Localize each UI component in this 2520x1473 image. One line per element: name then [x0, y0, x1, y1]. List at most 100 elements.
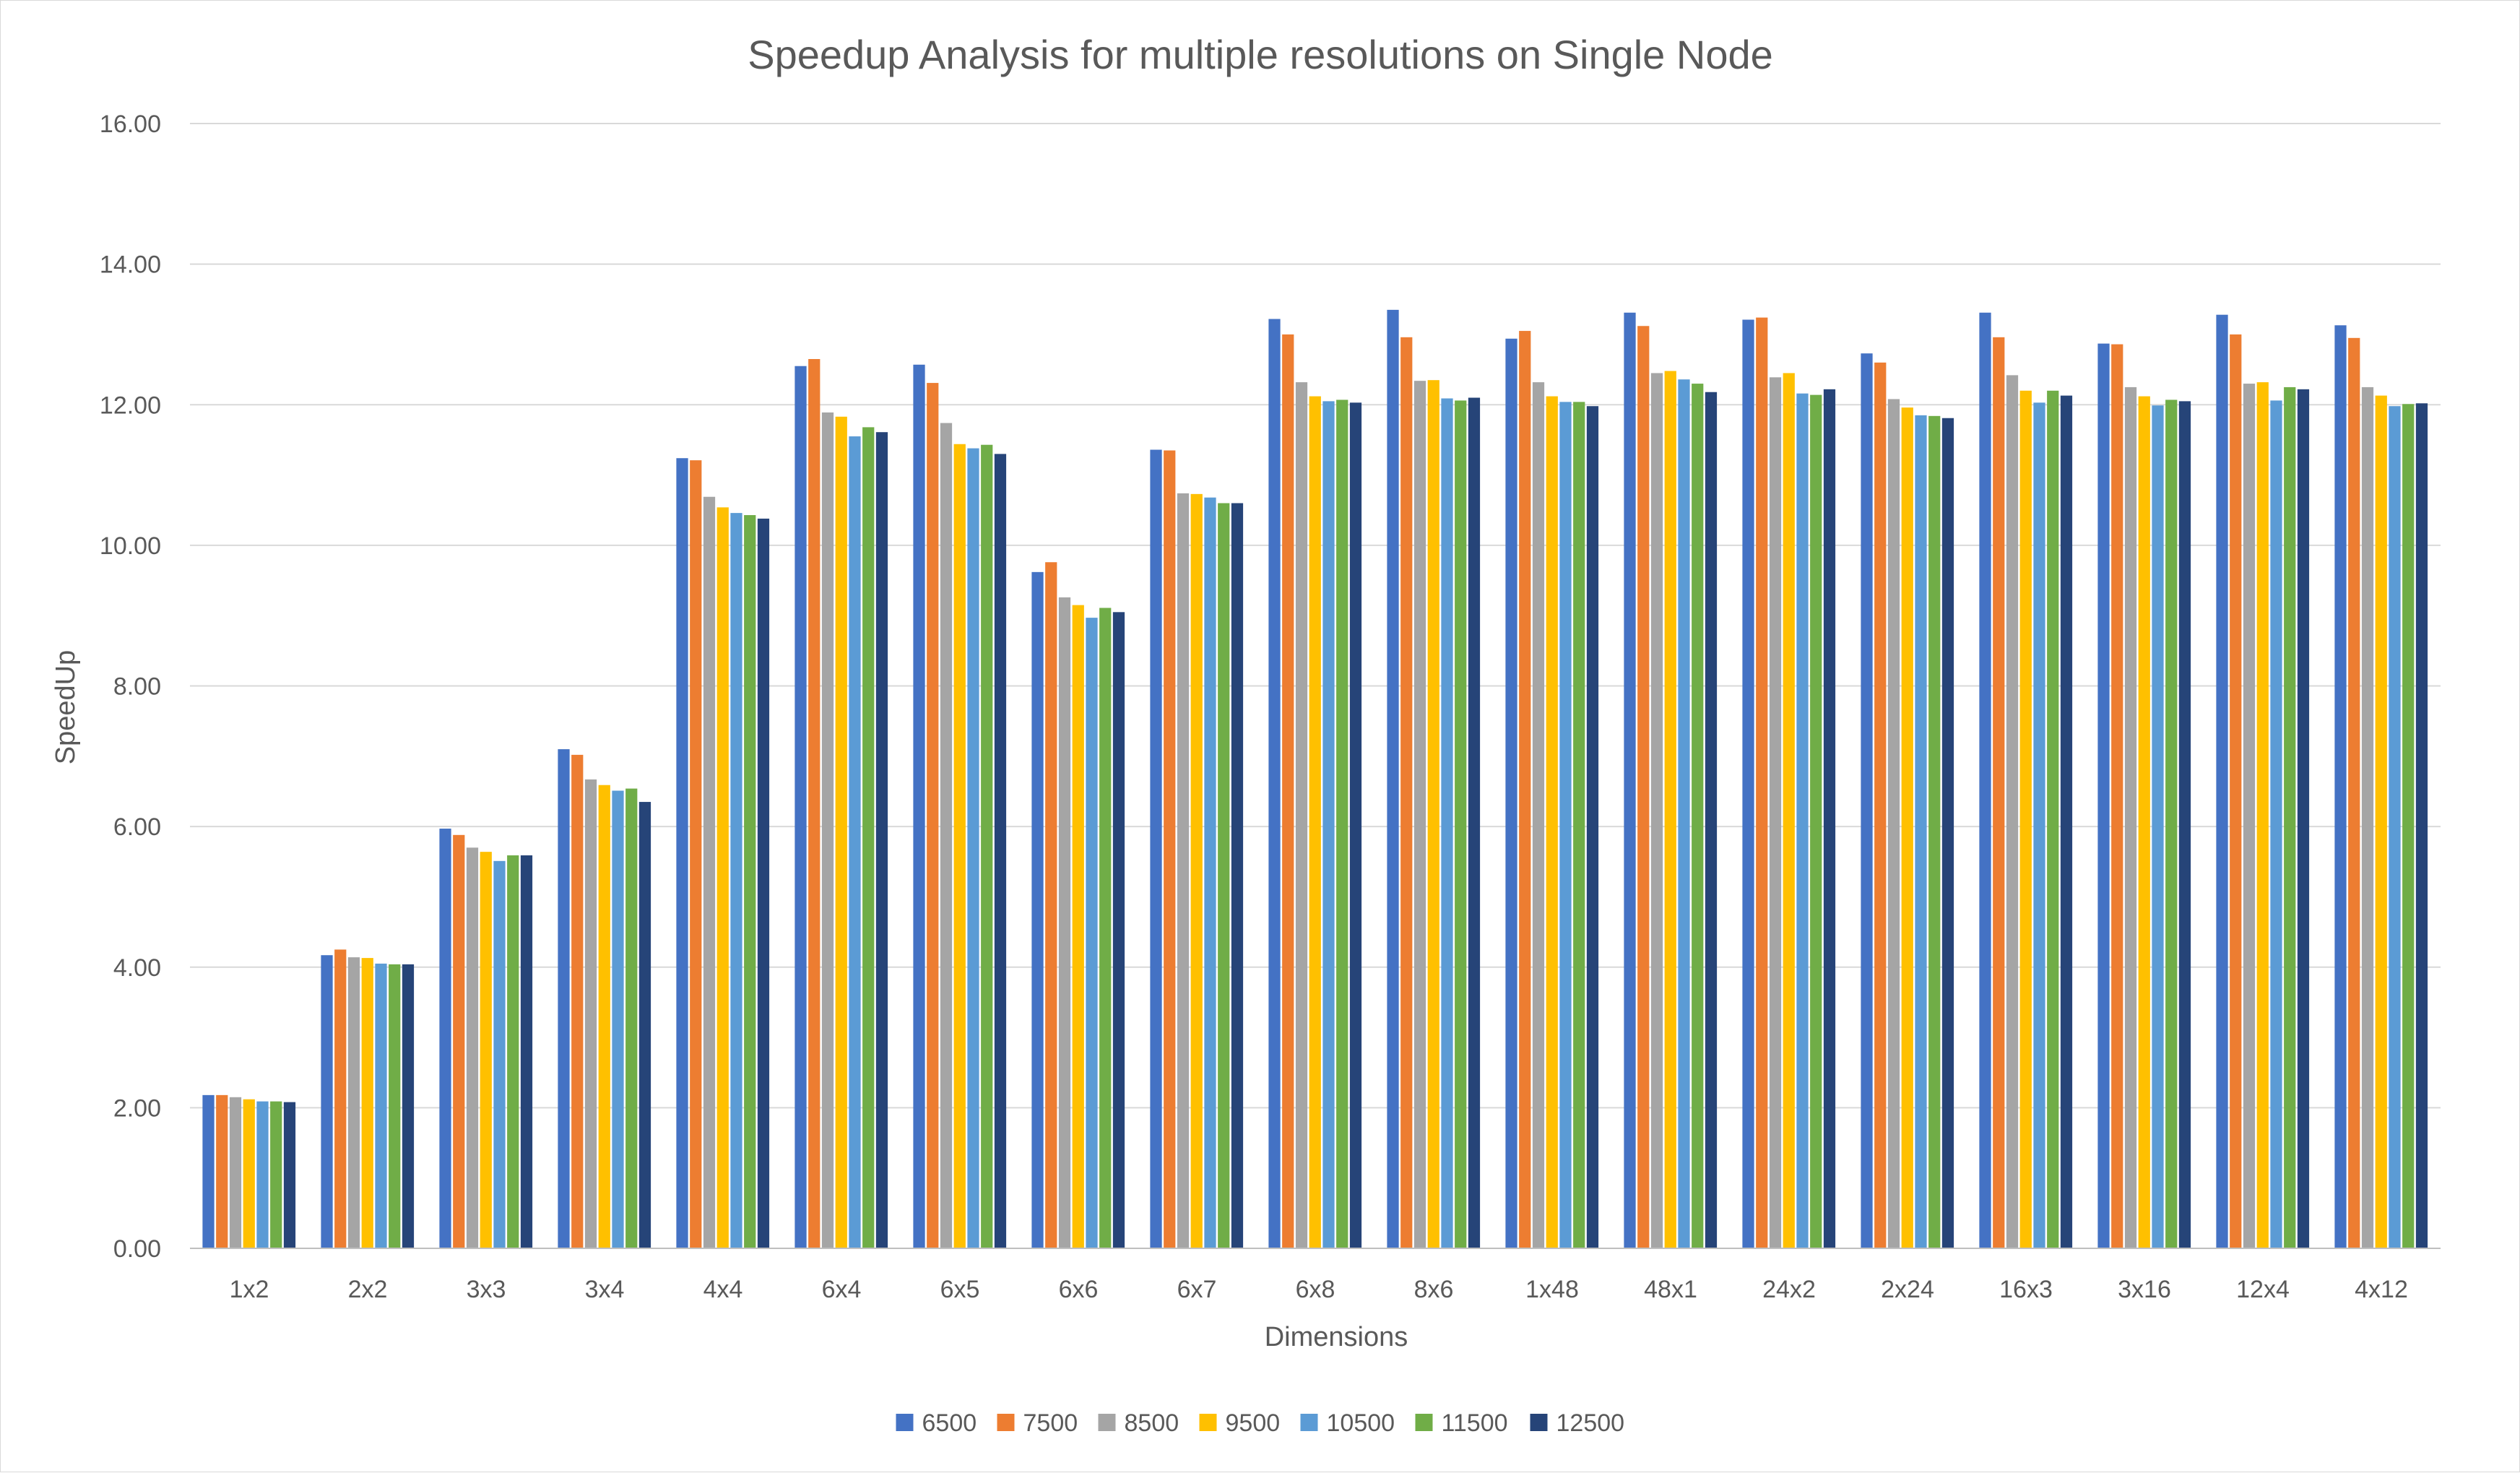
- y-axis-tick-labels: 0.00 2.00 4.00 6.00 8.00 10.00 12.00 14.00 16.00: [100, 111, 161, 1263]
- bar-6500-6x7: [1150, 449, 1162, 1248]
- bar-6500-16x3: [1979, 312, 1991, 1248]
- bar-11500-16x3: [2047, 390, 2059, 1248]
- bar-6500-6x4: [794, 366, 807, 1249]
- bar-8500-2x2: [347, 957, 360, 1248]
- bar-9500-1x48: [1546, 396, 1558, 1248]
- y-tick-label: 10.00: [100, 532, 161, 560]
- bar-11500-6x6: [1099, 608, 1112, 1248]
- bar-8500-3x4: [584, 779, 597, 1248]
- bar-10500-6x6: [1086, 618, 1098, 1248]
- bar-12500-4x12: [2415, 403, 2428, 1248]
- x-tick-label: 1x48: [1525, 1276, 1579, 1303]
- bar-9500-6x6: [1072, 605, 1084, 1248]
- y-axis-title: SpeedUp: [51, 650, 81, 764]
- bar-9500-48x1: [1664, 371, 1676, 1248]
- bar-8500-12x4: [2243, 384, 2256, 1248]
- x-tick-label: 6x5: [940, 1276, 980, 1303]
- y-tick-label: 0.00: [113, 1235, 161, 1263]
- bar-10500-48x1: [1678, 379, 1690, 1248]
- bar-8500-6x6: [1058, 597, 1071, 1248]
- bar-9500-12x4: [2256, 382, 2269, 1248]
- bar-10500-24x2: [1796, 393, 1809, 1249]
- bar-6500-1x48: [1505, 338, 1517, 1248]
- bar-12500-2x2: [402, 964, 415, 1248]
- bar-6500-6x8: [1268, 319, 1281, 1248]
- y-tick-label: 12.00: [100, 392, 161, 419]
- bar-11500-8x6: [1455, 400, 1467, 1249]
- x-tick-label: 6x4: [822, 1276, 862, 1303]
- bar-11500-4x12: [2402, 404, 2415, 1248]
- y-tick-label: 2.00: [113, 1094, 161, 1122]
- bar-7500-24x2: [1756, 317, 1768, 1249]
- x-tick-label: 24x2: [1762, 1276, 1816, 1303]
- bar-12500-2x24: [1941, 418, 1954, 1248]
- bar-10500-3x4: [612, 790, 624, 1248]
- bar-10500-6x7: [1204, 497, 1216, 1249]
- bar-8500-6x8: [1295, 382, 1308, 1248]
- bar-6500-2x2: [321, 955, 333, 1248]
- legend-label-8500: 8500: [1125, 1409, 1179, 1437]
- bar-8500-4x4: [703, 496, 716, 1248]
- legend-swatch-6500: [896, 1414, 914, 1431]
- bar-9500-2x2: [361, 958, 373, 1248]
- x-tick-label: 48x1: [1644, 1276, 1697, 1303]
- bar-8500-3x16: [2124, 386, 2137, 1249]
- bar-8500-1x48: [1532, 382, 1545, 1248]
- x-tick-label: 4x12: [2355, 1276, 2408, 1303]
- bar-11500-2x2: [389, 964, 401, 1248]
- bar-9500-3x4: [598, 785, 610, 1248]
- bar-11500-6x5: [981, 444, 993, 1248]
- y-tick-label: 4.00: [113, 954, 161, 982]
- bar-10500-3x3: [493, 860, 506, 1248]
- bar-12500-48x1: [1705, 392, 1718, 1248]
- bar-9500-6x4: [835, 416, 847, 1248]
- bar-12500-6x7: [1231, 503, 1244, 1248]
- bar-11500-3x16: [2165, 399, 2178, 1249]
- x-tick-label: 3x3: [467, 1276, 506, 1303]
- bars: [202, 309, 2428, 1249]
- bar-10500-6x4: [849, 436, 861, 1248]
- bar-6500-6x5: [913, 364, 925, 1248]
- bar-6500-8x6: [1387, 309, 1399, 1248]
- legend-label-7500: 7500: [1023, 1409, 1078, 1437]
- bar-12500-6x5: [994, 454, 1007, 1248]
- bar-12500-1x48: [1586, 406, 1599, 1249]
- y-tick-label: 14.00: [100, 251, 161, 279]
- bar-7500-6x7: [1164, 450, 1176, 1248]
- y-tick-label: 16.00: [100, 111, 161, 138]
- bar-8500-6x7: [1177, 493, 1190, 1248]
- x-tick-label: 6x6: [1059, 1276, 1099, 1303]
- bar-7500-3x16: [2111, 344, 2123, 1248]
- bar-11500-48x1: [1692, 384, 1704, 1248]
- bar-9500-3x3: [480, 852, 492, 1248]
- legend-swatch-8500: [1098, 1414, 1116, 1431]
- bar-9500-2x24: [1901, 407, 1913, 1248]
- bar-9500-8x6: [1427, 380, 1439, 1249]
- x-axis-tick-labels: 1x2 2x2 3x3 3x4 4x4 6x4 6x5 6x6 6x7 6x8 8x6 1x48 48x…: [230, 1276, 2408, 1303]
- x-tick-label: 1x2: [230, 1276, 269, 1303]
- bar-8500-3x3: [466, 847, 479, 1248]
- bar-10500-12x4: [2270, 400, 2282, 1249]
- bar-11500-4x4: [744, 515, 756, 1248]
- x-tick-label: 6x7: [1177, 1276, 1217, 1303]
- bar-11500-6x7: [1218, 503, 1230, 1248]
- bar-7500-6x4: [808, 359, 820, 1248]
- bar-6500-4x12: [2334, 325, 2347, 1248]
- bar-12500-3x4: [638, 802, 651, 1248]
- bar-12500-6x4: [875, 432, 888, 1249]
- bar-8500-48x1: [1650, 373, 1663, 1249]
- bar-7500-48x1: [1637, 326, 1650, 1248]
- chart-title: Speedup Analysis for multiple resolution…: [748, 32, 1773, 77]
- bar-6500-3x4: [558, 749, 570, 1248]
- bar-9500-3x16: [2138, 396, 2150, 1248]
- bar-10500-16x3: [2033, 402, 2045, 1248]
- legend-swatch-10500: [1300, 1414, 1318, 1431]
- bar-10500-6x5: [967, 448, 979, 1248]
- bar-7500-3x3: [453, 834, 465, 1248]
- bar-12500-24x2: [1823, 389, 1836, 1248]
- bar-8500-6x5: [940, 423, 953, 1248]
- bar-8500-16x3: [2006, 375, 2019, 1248]
- bar-8500-8x6: [1413, 381, 1426, 1249]
- legend: 6500 7500 8500 9500 10500 11500 12500: [896, 1409, 1624, 1437]
